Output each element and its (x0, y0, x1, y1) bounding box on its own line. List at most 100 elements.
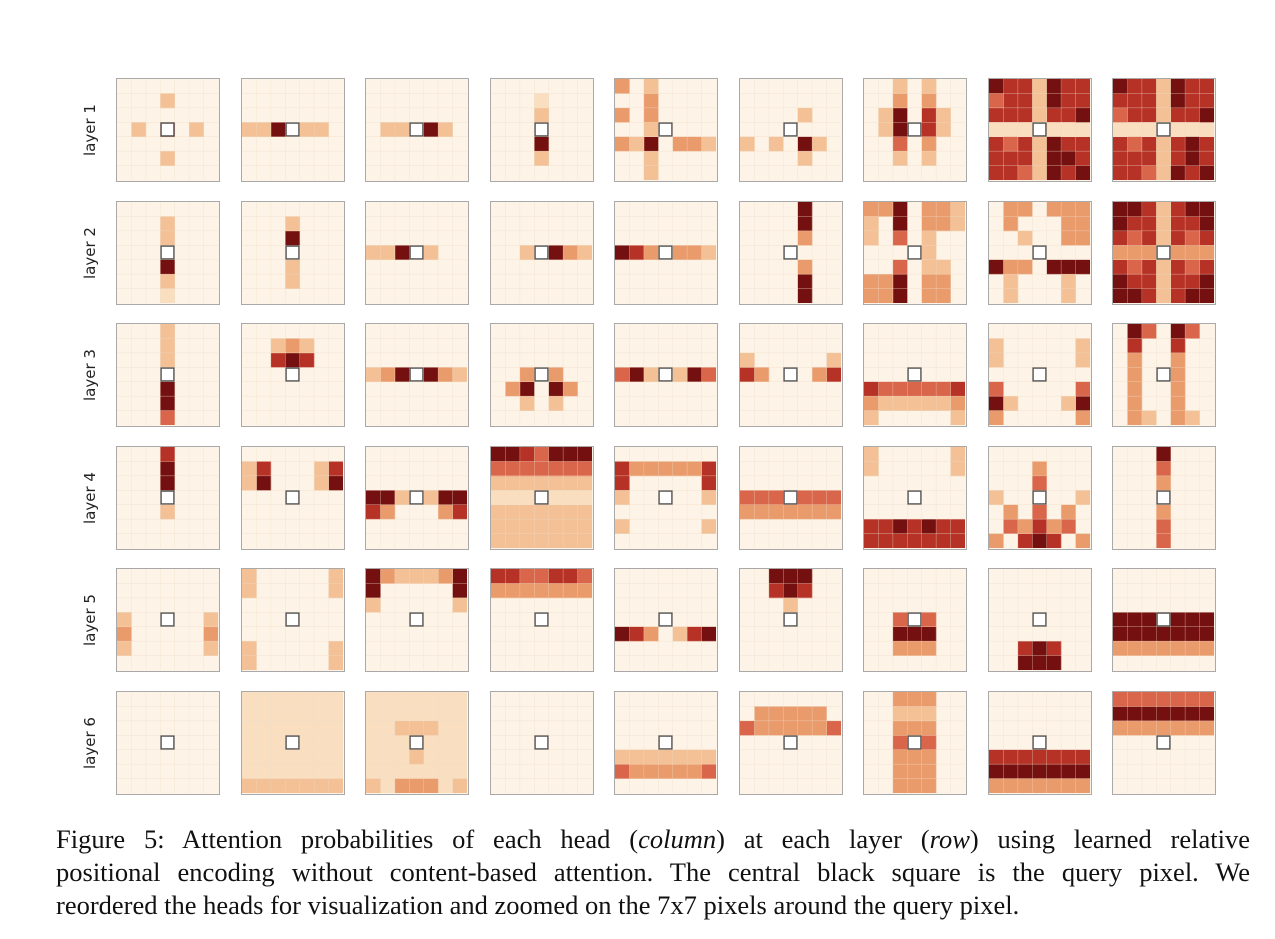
heatmap-cell (1002, 215, 1018, 231)
heatmap-cell (988, 533, 1004, 548)
attention-heatmap (739, 446, 841, 548)
heatmap-cell (921, 381, 937, 397)
attention-panel (1112, 323, 1216, 427)
heatmap-cell (1075, 489, 1090, 505)
heatmap-cell (615, 367, 630, 383)
attention-heatmap (241, 691, 343, 793)
attention-panel (365, 200, 469, 305)
attention-panel (614, 323, 718, 427)
heatmap-cell (1060, 273, 1076, 289)
heatmap-cell (548, 396, 563, 411)
heatmap-cell (1185, 244, 1200, 260)
heatmap-cell (768, 504, 784, 519)
query-pixel (409, 489, 424, 505)
heatmap-cell (921, 518, 937, 534)
heatmap-cell (1156, 626, 1172, 642)
heatmap-cell (394, 778, 410, 793)
query-pixel (907, 734, 922, 750)
heatmap-cell (1031, 518, 1047, 534)
heatmap-cell (892, 705, 908, 721)
heatmap-cell (878, 533, 894, 548)
heatmap-cell (394, 244, 410, 260)
heatmap-cell (936, 381, 951, 397)
heatmap-cell (423, 367, 439, 383)
heatmap-cell (672, 460, 688, 476)
heatmap-cell (1170, 93, 1186, 109)
heatmap-cell (366, 778, 381, 793)
query-pixel (782, 734, 798, 750)
heatmap-cell (739, 136, 755, 152)
query-pixel (1156, 489, 1171, 505)
heatmap-cell (366, 504, 381, 519)
heatmap-cell (452, 778, 467, 793)
heatmap-cell (1031, 136, 1047, 152)
heatmap-cell (782, 720, 798, 736)
heatmap-cell (1060, 504, 1076, 519)
heatmap-cell (615, 763, 630, 779)
attention-heatmap (988, 201, 1090, 303)
heatmap-cell (548, 381, 563, 397)
heatmap-cell (672, 244, 688, 260)
row-label-5: layer 5 (81, 594, 99, 646)
heatmap-cell (1060, 201, 1076, 217)
heatmap-cell (1141, 324, 1157, 339)
heatmap-cell (811, 136, 827, 152)
heatmap-cell (1017, 201, 1033, 217)
heatmap-cell (687, 460, 702, 476)
query-pixel (782, 367, 798, 382)
heatmap-cell (1156, 151, 1172, 166)
query-pixel (160, 489, 175, 505)
query-pixel (1031, 489, 1047, 505)
attention-panel (1112, 78, 1216, 182)
heatmap-cell (797, 151, 812, 166)
heatmap-cell (988, 396, 1004, 411)
heatmap-cell (1113, 107, 1128, 123)
heatmap-cell (562, 446, 578, 462)
heatmap-cell (533, 569, 549, 584)
heatmap-cell (988, 338, 1004, 354)
heatmap-cell (892, 734, 908, 750)
heatmap-cell (1127, 626, 1143, 642)
heatmap-cell (615, 79, 630, 94)
query-pixel (1156, 612, 1171, 627)
attention-heatmap (1113, 324, 1214, 425)
heatmap-cell (160, 504, 176, 519)
attention-panel (863, 690, 967, 795)
heatmap-cell (950, 446, 965, 462)
heatmap-cell (1199, 215, 1214, 231)
heatmap-cell (950, 410, 965, 425)
heatmap-cell (1075, 107, 1090, 123)
heatmap-cell (366, 244, 381, 260)
heatmap-cell (892, 533, 908, 548)
heatmap-cell (658, 460, 674, 476)
attention-heatmap (490, 324, 592, 425)
heatmap-cell (270, 122, 286, 138)
heatmap-cell (1075, 763, 1090, 779)
heatmap-cell (1002, 201, 1018, 217)
heatmap-cell (1060, 230, 1076, 246)
heatmap-cell (701, 460, 716, 476)
heatmap-cell (1075, 122, 1090, 138)
heatmap-cell (1002, 518, 1018, 534)
heatmap-cell (533, 446, 549, 462)
heatmap-cell (701, 518, 716, 534)
heatmap-cell (701, 763, 716, 779)
heatmap-cell (328, 460, 343, 476)
heatmap-cell (615, 749, 630, 764)
heatmap-cell (438, 489, 453, 505)
heatmap-cell (519, 460, 535, 476)
heatmap-cell (394, 122, 410, 138)
query-pixel (409, 612, 424, 627)
heatmap-cell (1031, 763, 1047, 779)
heatmap-cell (907, 381, 923, 397)
heatmap-cell (1113, 641, 1128, 656)
heatmap-cell (519, 396, 535, 411)
heatmap-cell (504, 446, 520, 462)
heatmap-cell (892, 122, 908, 138)
heatmap-cell (797, 504, 812, 519)
heatmap-cell (1170, 612, 1186, 628)
heatmap-cell (892, 107, 908, 123)
heatmap-cell (241, 641, 257, 656)
heatmap-cell (1002, 778, 1018, 793)
heatmap-cell (1170, 691, 1186, 707)
